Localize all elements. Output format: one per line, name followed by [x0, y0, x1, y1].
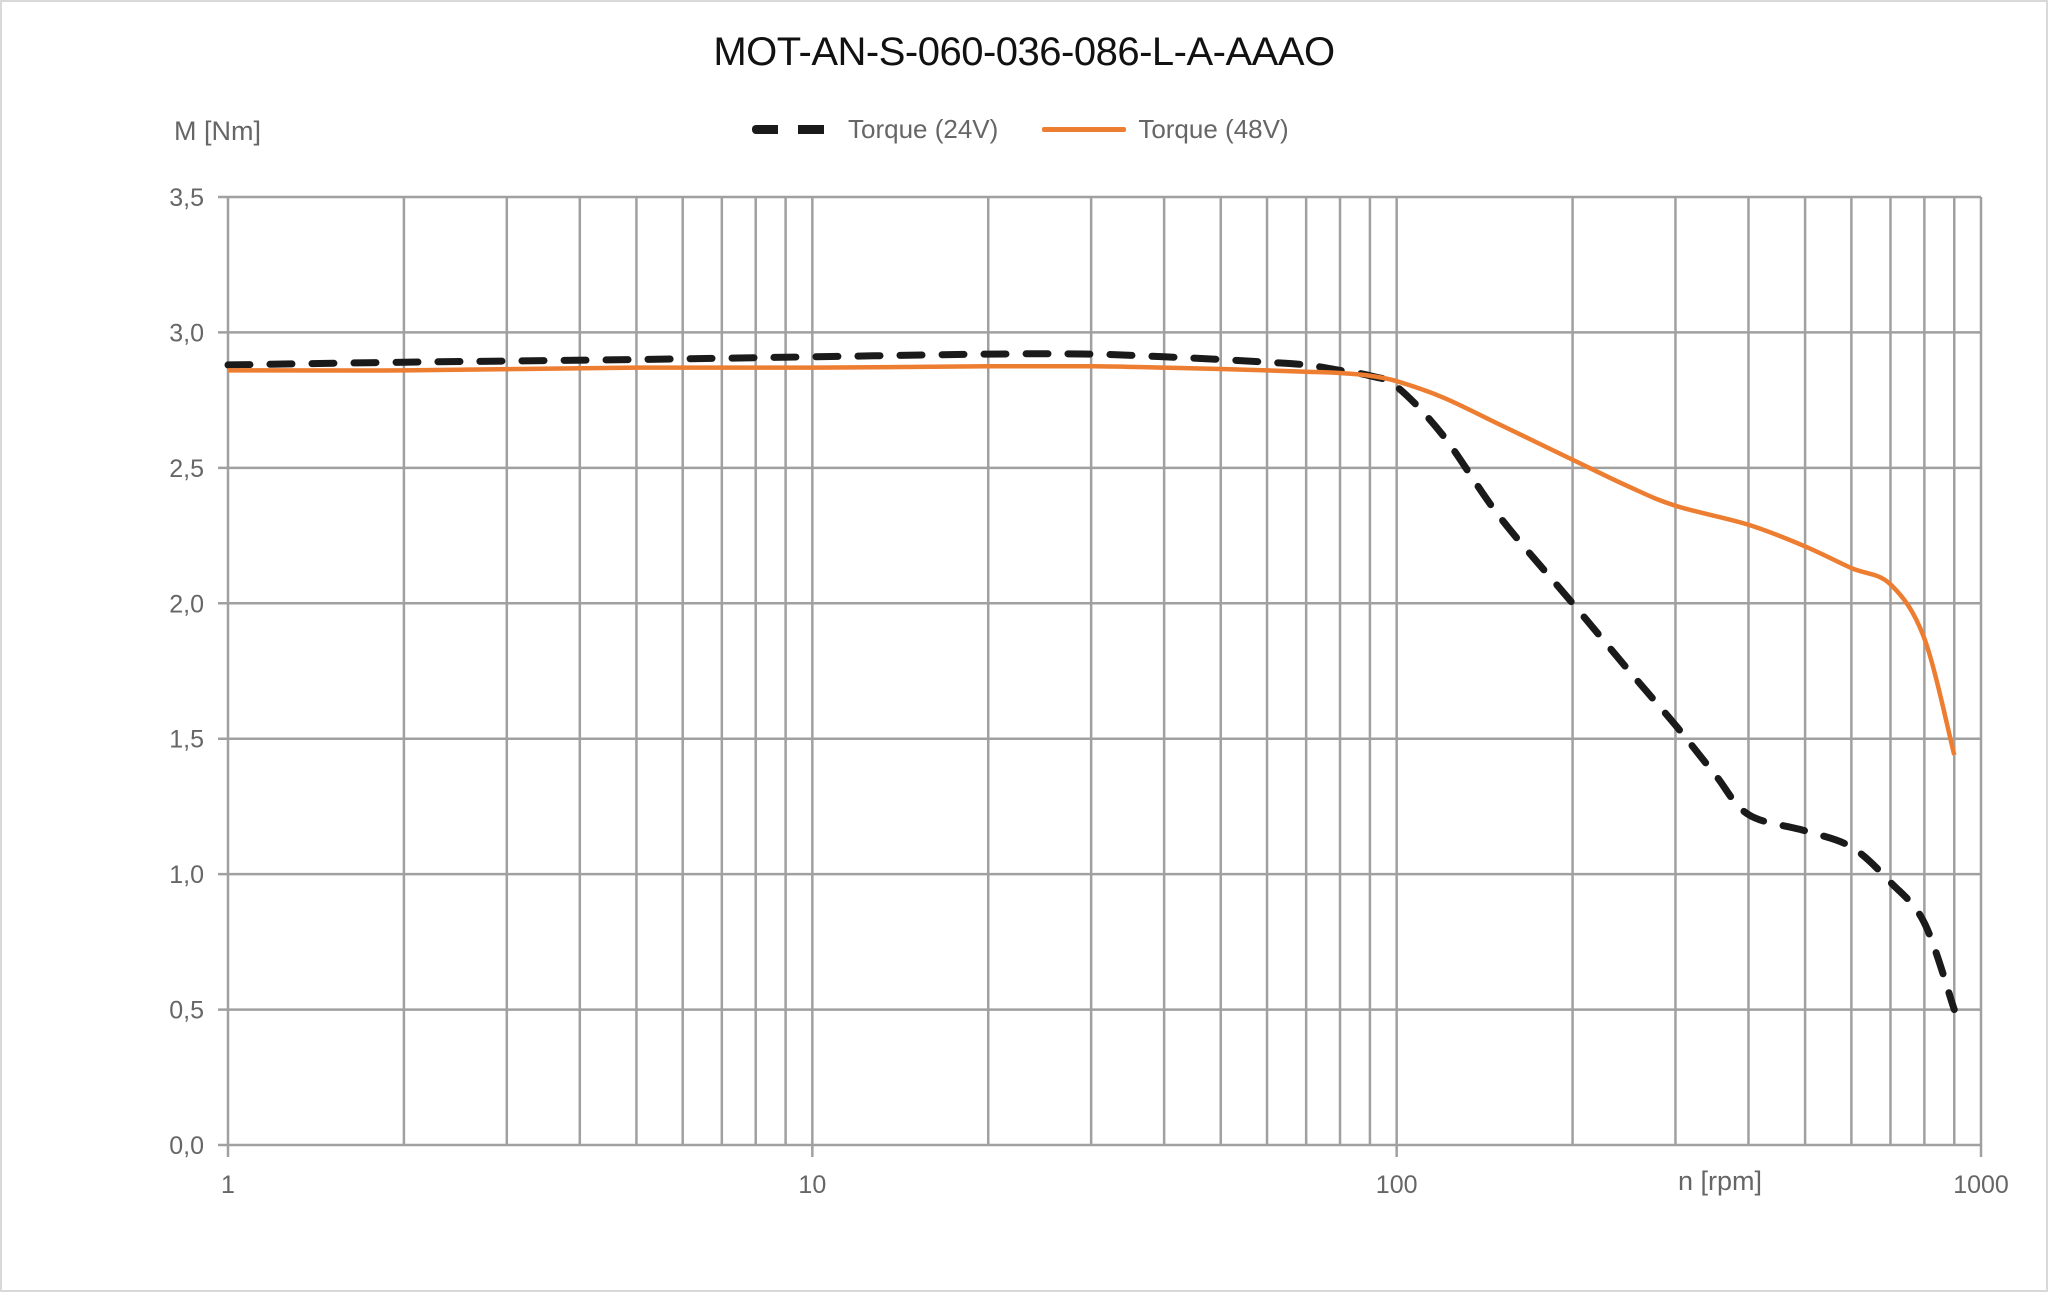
- dashed-line-icon: [752, 125, 836, 134]
- series-line-1: [227, 363, 1957, 756]
- x-tick-label: 1: [221, 1171, 235, 1199]
- x-axis-label: n [rpm]: [1678, 1166, 1763, 1196]
- x-tick-label: 10: [798, 1171, 826, 1199]
- legend-label-24v: Torque (24V): [848, 114, 999, 144]
- chart-title: MOT-AN-S-060-036-086-L-A-AAAO: [713, 30, 1335, 74]
- solid-line-icon: [1042, 127, 1127, 132]
- grid-lines: [218, 195, 1983, 1157]
- y-axis-label: M [Nm]: [174, 116, 261, 146]
- legend: Torque (24V) Torque (48V): [752, 114, 1333, 145]
- y-tick-label: 3,0: [169, 319, 204, 347]
- x-tick-label: 100: [1376, 1171, 1418, 1199]
- y-tick-label: 0,0: [169, 1132, 204, 1160]
- y-tick-label: 0,5: [169, 997, 204, 1025]
- y-tick-label: 2,5: [169, 455, 204, 483]
- legend-label-48v: Torque (48V): [1138, 114, 1289, 144]
- y-tick-label: 2,0: [169, 590, 204, 618]
- legend-item-48v: Torque (48V): [1042, 114, 1289, 145]
- y-tick-label: 1,0: [169, 861, 204, 889]
- y-tick-label: 1,5: [169, 726, 204, 754]
- y-tick-label: 3,5: [169, 184, 204, 212]
- x-tick-label: 1000: [1953, 1171, 2009, 1199]
- legend-item-24v: Torque (24V): [752, 114, 998, 145]
- axis-ticks: 0,0 0,5 1,0 1,5 2,0 2,5 3,0 3,5 1 10 100 1000: [169, 184, 2009, 1199]
- data-series: [224, 350, 1958, 1014]
